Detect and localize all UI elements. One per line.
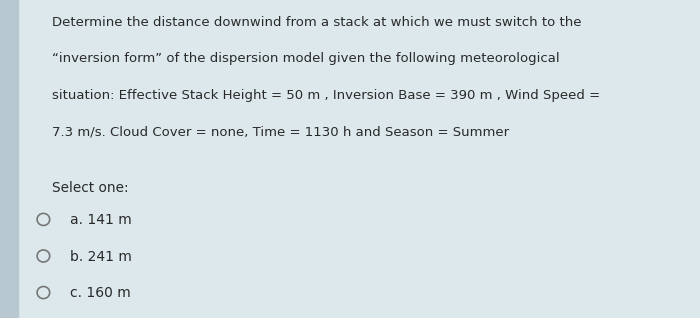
Text: a. 141 m: a. 141 m (70, 213, 132, 227)
Text: 7.3 m/s. Cloud Cover = none, Time = 1130 h and Season = Summer: 7.3 m/s. Cloud Cover = none, Time = 1130… (52, 126, 510, 139)
Text: situation: Effective Stack Height = 50 m , Inversion Base = 390 m , Wind Speed =: situation: Effective Stack Height = 50 m… (52, 89, 601, 102)
Text: b. 241 m: b. 241 m (70, 250, 132, 264)
Text: c. 160 m: c. 160 m (70, 286, 131, 300)
Text: Determine the distance downwind from a stack at which we must switch to the: Determine the distance downwind from a s… (52, 16, 582, 29)
Text: “inversion form” of the dispersion model given the following meteorological: “inversion form” of the dispersion model… (52, 52, 560, 66)
Bar (0, 0, 18, 318)
Text: Select one:: Select one: (52, 181, 129, 195)
